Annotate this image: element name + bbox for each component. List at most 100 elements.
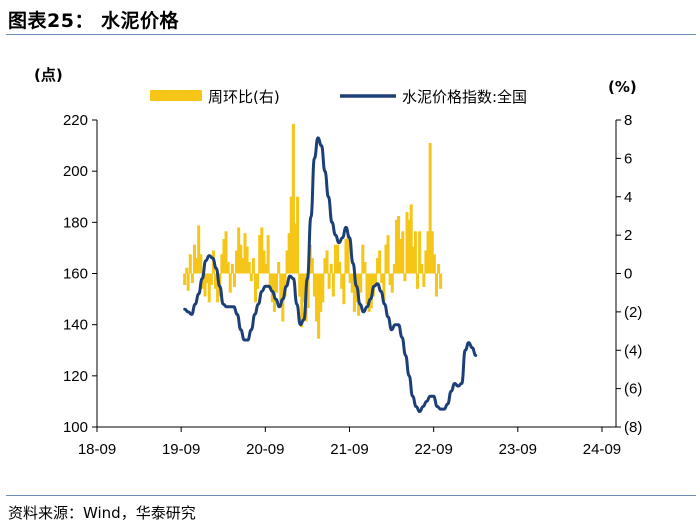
bar xyxy=(214,273,218,289)
bar xyxy=(251,258,255,274)
x-tick-label: 22-09 xyxy=(414,441,452,458)
bar xyxy=(285,250,289,274)
bar xyxy=(247,261,251,274)
legend-swatch-bars xyxy=(150,90,202,101)
bar xyxy=(289,196,293,274)
bar xyxy=(199,254,203,274)
bar xyxy=(413,231,417,274)
left-axis-unit: (点) xyxy=(34,66,63,84)
y-left-tick-label: 180 xyxy=(63,214,88,231)
bar xyxy=(344,238,348,274)
y-left-tick-label: 220 xyxy=(63,112,88,129)
bar xyxy=(203,273,207,297)
bar xyxy=(296,196,300,274)
bar xyxy=(386,235,390,274)
y-right-tick-label: (8) xyxy=(624,419,642,436)
bar xyxy=(403,273,407,282)
footer-rule xyxy=(6,495,696,496)
bar xyxy=(348,273,352,284)
x-tick-label: 19-09 xyxy=(162,441,200,458)
source-note: 资料来源：Wind，华泰研究 xyxy=(8,504,196,522)
chart: (点) (%) 周环比(右) 水泥价格指数:全国 100 120 140 160 180… xyxy=(34,66,642,458)
bar xyxy=(205,273,209,284)
bar xyxy=(262,250,266,274)
left-unit-label: (点) xyxy=(34,66,63,84)
bar xyxy=(439,273,443,289)
bar xyxy=(256,273,260,289)
bar xyxy=(432,254,436,274)
legend: 周环比(右) 水泥价格指数:全国 xyxy=(150,88,527,106)
bar xyxy=(376,258,380,274)
bar xyxy=(300,273,304,328)
bar xyxy=(291,123,295,274)
bar xyxy=(346,235,350,274)
bar xyxy=(380,273,384,284)
bar xyxy=(192,244,196,274)
bar xyxy=(426,231,430,274)
bar xyxy=(264,263,268,274)
bar xyxy=(186,273,190,291)
bar xyxy=(220,254,224,274)
y-right-tick-label: (6) xyxy=(624,381,642,398)
bar xyxy=(388,273,392,286)
axes: 100 120 140 160 180 200 220 (8) (6) (4) (2) 0 2 4 6 8 18… xyxy=(63,112,642,458)
bar xyxy=(222,238,226,274)
bar xyxy=(390,273,394,293)
bar xyxy=(424,250,428,274)
price-index-line xyxy=(183,136,478,414)
bar xyxy=(338,261,342,274)
bar xyxy=(367,273,371,312)
bar xyxy=(277,261,281,274)
bar xyxy=(287,233,291,274)
y-right-tick-label: 0 xyxy=(624,266,632,283)
bar xyxy=(382,273,386,303)
bar xyxy=(237,227,241,274)
y-right-tick-label: 8 xyxy=(624,112,632,129)
bar xyxy=(183,273,187,286)
bar xyxy=(350,273,354,293)
bar xyxy=(195,258,199,274)
bar xyxy=(394,219,398,274)
bar xyxy=(378,250,382,274)
y-left-tick-label: 200 xyxy=(63,163,88,180)
bar xyxy=(319,273,323,312)
bar xyxy=(420,263,424,274)
bar xyxy=(428,143,432,274)
bar xyxy=(352,273,356,312)
bar xyxy=(361,244,365,274)
y-left-tick-label: 100 xyxy=(63,419,88,436)
bar xyxy=(226,261,230,274)
bar xyxy=(397,215,401,274)
bar xyxy=(392,263,396,274)
bar xyxy=(190,273,194,284)
y-right-tick-label: (2) xyxy=(624,304,642,321)
bar xyxy=(310,258,314,274)
legend-label-bars: 周环比(右) xyxy=(208,88,280,106)
bar xyxy=(258,235,262,274)
bar xyxy=(325,250,329,274)
bar xyxy=(254,273,258,303)
bar xyxy=(298,273,302,297)
bar xyxy=(188,254,192,274)
bar xyxy=(365,273,369,305)
bar xyxy=(270,273,274,303)
bar xyxy=(321,273,325,303)
bar xyxy=(239,244,243,274)
bar xyxy=(317,273,321,339)
bar xyxy=(418,231,422,274)
bar xyxy=(340,273,344,289)
right-unit-label: (%) xyxy=(608,78,637,96)
bar-series xyxy=(183,123,443,339)
bar xyxy=(275,273,279,293)
bar xyxy=(333,244,337,274)
bar xyxy=(437,263,441,274)
x-tick-label: 23-09 xyxy=(499,441,537,458)
bar xyxy=(359,273,363,293)
bar xyxy=(336,244,340,274)
y-left-tick-label: 160 xyxy=(63,266,88,283)
x-tick-label: 21-09 xyxy=(330,441,368,458)
x-tick-label: 20-09 xyxy=(246,441,284,458)
x-tick-label: 18-09 xyxy=(78,441,116,458)
bar xyxy=(235,250,239,274)
bar xyxy=(207,273,211,303)
